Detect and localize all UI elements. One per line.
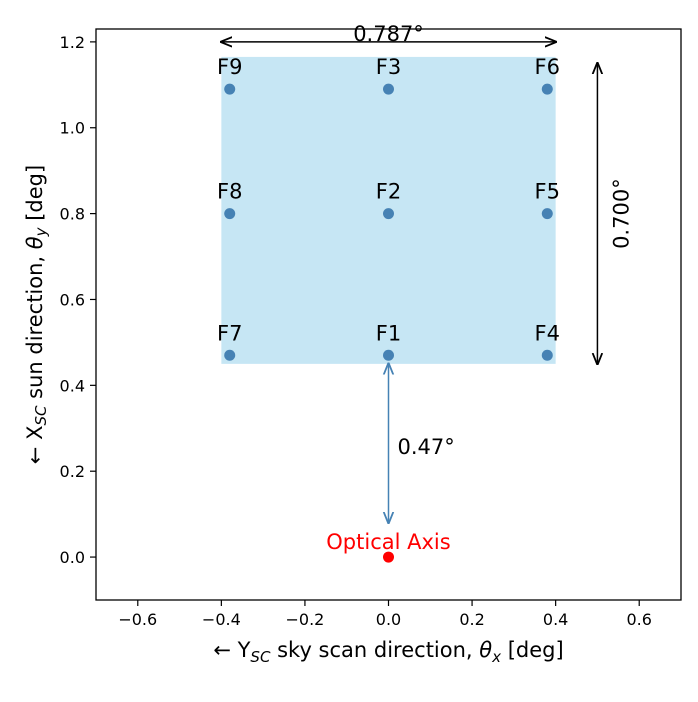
- field-point-f8: [224, 208, 236, 220]
- field-point-f2: [383, 208, 394, 220]
- field-point-label-f4: F4: [535, 321, 560, 345]
- dimension-label-offset: 0.47°: [398, 435, 455, 459]
- x-tick-label: 0.2: [459, 610, 484, 629]
- field-point-label-f9: F9: [217, 55, 242, 79]
- optical-axis-point: [383, 551, 394, 563]
- dimension-label-height: 0.700°: [609, 178, 633, 249]
- plot-area: 0.787° 0.700° 0.47° F1 F2 F3 F4 F5 F6 F7 F8 F9 Optic…: [217, 22, 633, 563]
- field-point-f9: [224, 83, 236, 95]
- x-tick-label: −0.6: [118, 610, 157, 629]
- field-point-label-f1: F1: [376, 321, 401, 345]
- x-tick-label: 0.6: [626, 610, 651, 629]
- field-point-f7: [224, 349, 236, 361]
- x-tick-label: −0.4: [202, 610, 241, 629]
- y-tick-label: 0.8: [60, 205, 85, 224]
- y-tick-label: 0.2: [60, 462, 85, 481]
- field-point-label-f8: F8: [217, 180, 242, 204]
- field-point-label-f2: F2: [376, 180, 401, 204]
- y-tick-label: 1.2: [60, 33, 85, 52]
- field-point-f6: [541, 83, 553, 95]
- y-tick-label: 1.0: [60, 119, 85, 138]
- x-tick-label: −0.2: [285, 610, 324, 629]
- field-point-f1: [383, 349, 394, 361]
- axes: −0.6 −0.4 −0.2 0.0 0.2 0.4 0.6 0.0 0.2 0.4 0.6 0.8 1…: [23, 28, 682, 666]
- y-axis-label: ← XSC sun direction, θy [deg]: [23, 165, 50, 464]
- field-point-f3: [383, 83, 394, 95]
- field-point-f5: [541, 208, 553, 220]
- y-tick-label: 0.6: [60, 290, 85, 309]
- optical-axis-label: Optical Axis: [326, 530, 450, 554]
- y-tick-label: 0.4: [60, 376, 85, 395]
- x-tick-label: 0.0: [376, 610, 401, 629]
- x-axis-label: ← YSC sky scan direction, θx [deg]: [213, 638, 563, 666]
- field-point-f4: [541, 349, 553, 361]
- dimension-label-width: 0.787°: [353, 22, 424, 46]
- field-point-label-f5: F5: [535, 180, 560, 204]
- field-point-label-f6: F6: [535, 55, 560, 79]
- field-point-label-f7: F7: [217, 321, 242, 345]
- y-tick-label: 0.0: [60, 548, 85, 567]
- field-point-label-f3: F3: [376, 55, 401, 79]
- x-tick-label: 0.4: [543, 610, 568, 629]
